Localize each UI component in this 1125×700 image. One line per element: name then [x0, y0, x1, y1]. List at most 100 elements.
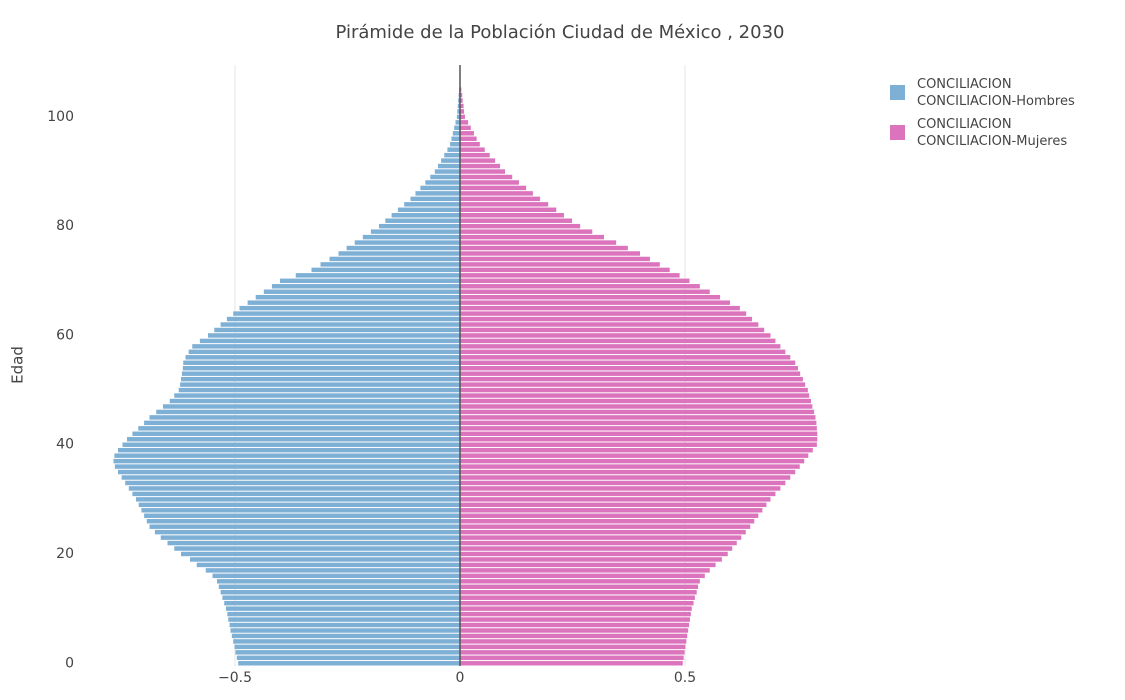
bar: [460, 426, 817, 431]
bar: [460, 120, 469, 125]
bar: [457, 109, 460, 114]
bar: [114, 453, 461, 458]
bar: [430, 174, 460, 180]
bar: [460, 262, 660, 267]
y-tick-label: 20: [56, 546, 74, 562]
bar: [460, 584, 699, 590]
bar: [460, 125, 471, 131]
bar: [460, 458, 805, 464]
bar: [280, 278, 460, 284]
bar: [460, 600, 694, 606]
bar: [460, 109, 465, 114]
bar: [181, 376, 460, 382]
bar: [460, 103, 464, 109]
bar: [121, 475, 460, 480]
bar: [450, 141, 460, 147]
bar: [174, 393, 460, 398]
bar: [174, 546, 460, 551]
bar: [149, 415, 460, 420]
bar: [391, 213, 460, 218]
bar: [233, 311, 460, 316]
bar: [460, 245, 628, 251]
bar: [234, 644, 460, 650]
bar: [460, 273, 680, 278]
bar: [460, 213, 564, 218]
bar: [208, 333, 460, 338]
bar: [271, 284, 460, 289]
bar: [231, 633, 460, 639]
bar: [141, 508, 460, 513]
bar: [460, 590, 697, 595]
legend-item[interactable]: CONCILIACION CONCILIACION-Hombres: [890, 76, 1075, 110]
bar: [460, 376, 803, 382]
bar: [460, 114, 465, 120]
bar: [128, 486, 461, 491]
bar: [338, 251, 460, 256]
y-tick-label: 80: [56, 218, 74, 234]
bar: [460, 355, 791, 360]
x-tick-label: −0.5: [218, 670, 252, 686]
chart-title: Pirámide de la Población Ciudad de Méxic…: [336, 22, 785, 43]
bar: [236, 655, 460, 661]
bar: [460, 300, 730, 305]
bar: [455, 120, 460, 125]
bar: [460, 513, 759, 518]
bar: [114, 464, 460, 469]
bar: [460, 284, 700, 289]
bar: [460, 256, 650, 262]
bar: [180, 382, 460, 387]
bar: [460, 551, 728, 557]
bar: [460, 639, 687, 644]
bar: [460, 661, 683, 666]
bar: [460, 278, 690, 284]
legend-swatch: [890, 125, 905, 140]
bar: [220, 322, 460, 327]
bar: [460, 185, 527, 191]
bar: [181, 371, 460, 376]
bar: [451, 136, 460, 141]
bar: [127, 437, 460, 442]
y-tick-label: 100: [47, 109, 74, 125]
bar: [460, 141, 480, 147]
bar: [188, 349, 460, 355]
bar: [460, 546, 733, 551]
bar: [132, 491, 460, 497]
bar: [311, 267, 460, 273]
bar: [460, 480, 786, 486]
bar: [460, 387, 808, 393]
bar: [182, 366, 461, 371]
bar: [434, 169, 460, 174]
legend-label: CONCILIACION CONCILIACION-Mujeres: [917, 117, 1068, 149]
bar: [136, 497, 460, 502]
bar: [196, 562, 460, 568]
legend-item[interactable]: CONCILIACION CONCILIACION-Mujeres: [890, 116, 1075, 150]
bar: [379, 223, 460, 229]
bar: [456, 114, 460, 120]
bar: [154, 529, 460, 535]
bar: [220, 590, 460, 595]
bar: [460, 398, 811, 404]
bar: [460, 404, 813, 409]
bar: [460, 420, 817, 426]
y-tick-label: 0: [65, 655, 74, 671]
bar: [132, 431, 460, 437]
bar: [404, 202, 460, 207]
bar: [160, 535, 460, 540]
bar: [149, 524, 460, 529]
bar: [460, 349, 786, 355]
bar: [460, 294, 721, 300]
bar: [218, 584, 460, 590]
bar: [460, 196, 541, 202]
bar: [118, 447, 460, 453]
bar: [460, 229, 593, 234]
bar: [460, 152, 490, 158]
bar: [460, 529, 746, 535]
bar: [370, 229, 460, 234]
bar: [362, 234, 460, 240]
bar: [415, 191, 460, 196]
bar: [420, 185, 460, 191]
bar: [222, 595, 460, 600]
bar: [385, 218, 460, 223]
bar: [460, 650, 685, 655]
bar: [460, 524, 751, 529]
